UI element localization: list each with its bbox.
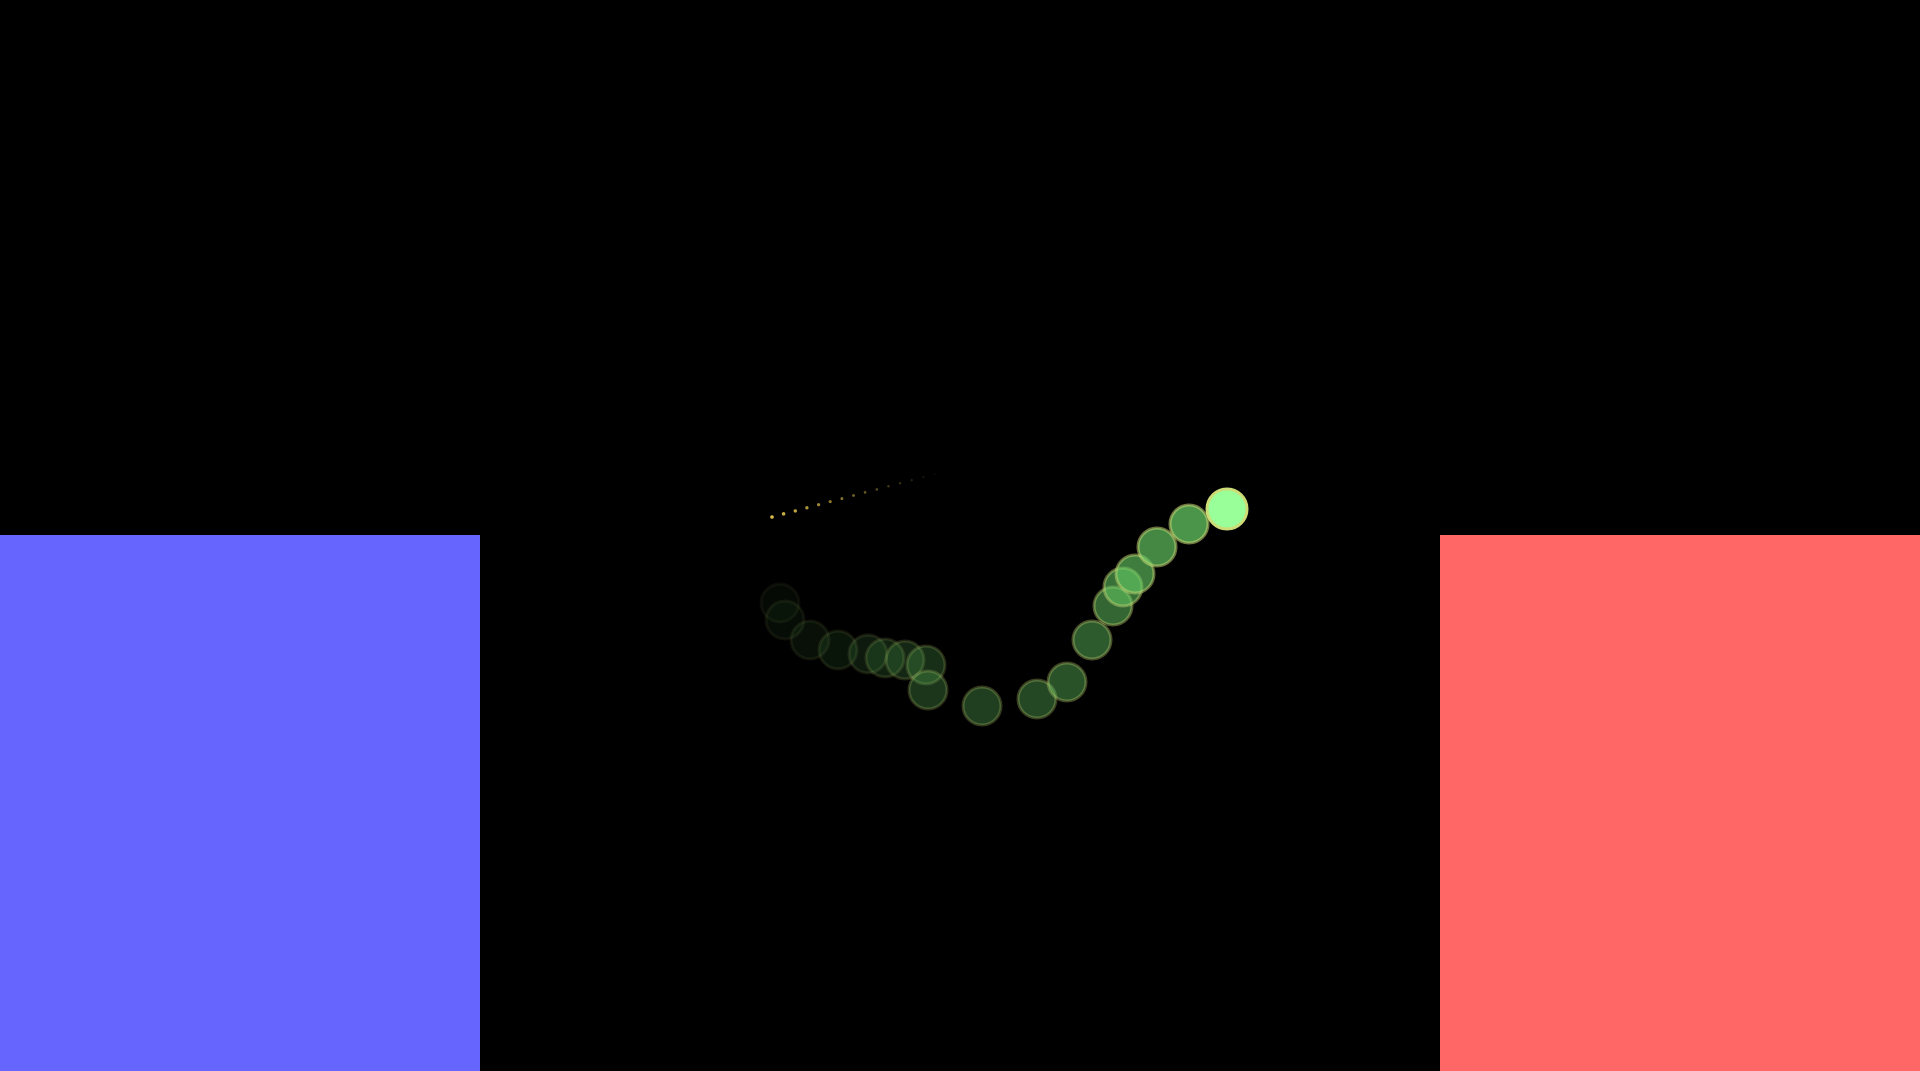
ball-trail [761, 505, 1208, 725]
ball [1207, 489, 1247, 529]
spark-dot [817, 503, 820, 506]
spark-dot [899, 482, 901, 484]
ball-trail-ghost [1170, 505, 1208, 543]
spark-dot [934, 473, 936, 475]
spark-dot [887, 485, 889, 487]
ball-circle [1207, 489, 1247, 529]
spark-dot [911, 479, 913, 481]
ball-trail-ghost [963, 687, 1001, 725]
ball-trail-ghost [909, 671, 947, 709]
ball-trail-ghost [1073, 621, 1111, 659]
spark-dot [805, 506, 808, 509]
spark-dot [876, 488, 879, 491]
spark-dot [794, 509, 797, 512]
spark-trail [770, 473, 936, 519]
spark-dot [852, 494, 855, 497]
spark-dot [770, 515, 774, 519]
ball-trail-ghost [1138, 528, 1176, 566]
spark-dot [829, 500, 832, 503]
spark-dot [840, 497, 843, 500]
spark-dot [864, 491, 867, 494]
ball-trail-ghost [1048, 663, 1086, 701]
spark-dot [782, 512, 785, 515]
spark-dot [922, 476, 924, 478]
